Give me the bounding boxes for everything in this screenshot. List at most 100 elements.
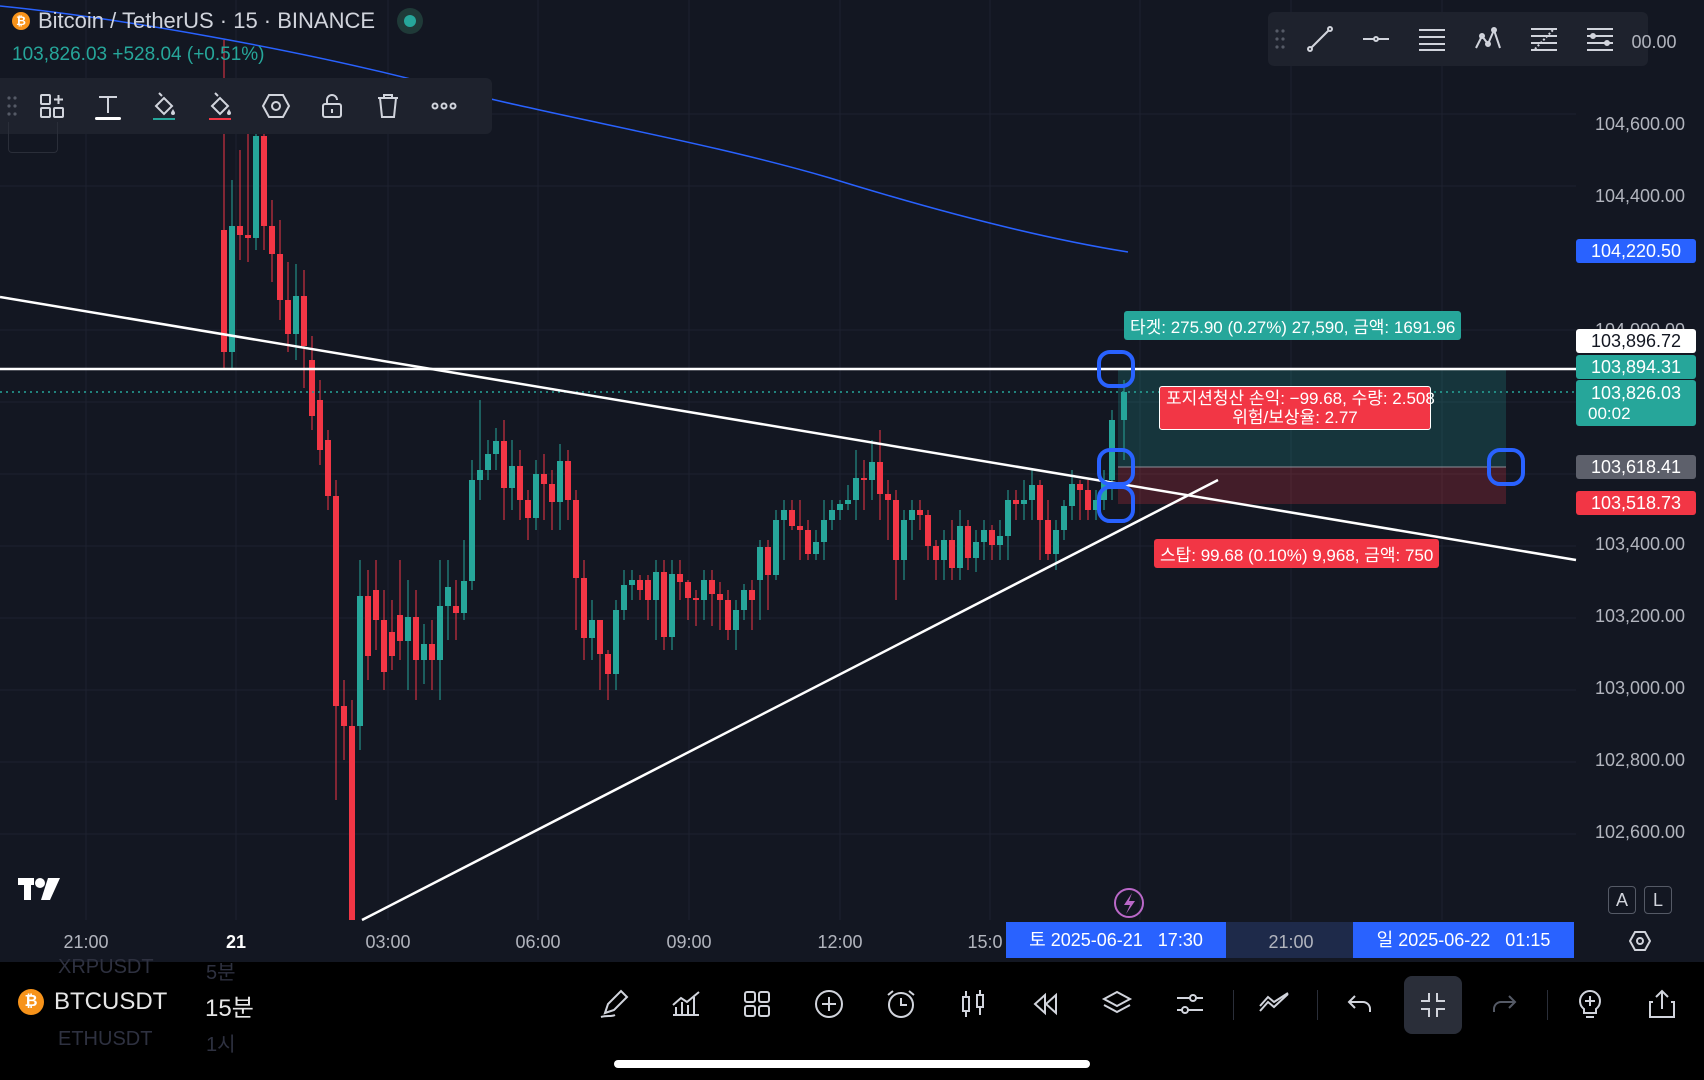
candle-body [461, 581, 467, 613]
candle-body [733, 610, 739, 630]
candle-body [253, 136, 259, 238]
symbol-title[interactable]: ₿ Bitcoin / TetherUS · 15 · BINANCE [12, 8, 424, 34]
candle-body [1045, 520, 1051, 554]
layout-button[interactable] [729, 976, 785, 1032]
risk-reward-label: 위험/보상율: 2.77 [1232, 408, 1358, 427]
candle-body [573, 500, 579, 578]
redo-button[interactable] [1476, 976, 1532, 1032]
share-button[interactable] [1634, 976, 1690, 1032]
symbol-selector[interactable]: ₿ BTCUSDT [18, 988, 167, 1016]
fib-tool[interactable] [1516, 11, 1572, 67]
candle-body [741, 590, 747, 610]
parallel-channel-tool[interactable] [1404, 11, 1460, 67]
grid-icon [744, 991, 770, 1017]
more-button[interactable] [416, 78, 472, 134]
horizontal-ray-tool[interactable] [1348, 11, 1404, 67]
candle-body [765, 547, 771, 575]
symbol-name: BTCUSDT [54, 988, 168, 1015]
candle-body [581, 578, 587, 638]
candle-body [245, 235, 251, 238]
sliders-icon [1177, 994, 1203, 1014]
candle-body [1085, 490, 1091, 510]
candle-body [1069, 484, 1075, 506]
drag-handle-icon[interactable] [1268, 28, 1292, 50]
position-handle-right[interactable] [1487, 448, 1525, 486]
fill-color-button[interactable] [136, 78, 192, 134]
candle-body [389, 632, 395, 656]
candle-body [789, 510, 795, 526]
position-handle-stop[interactable] [1097, 485, 1135, 523]
drag-handle-icon[interactable] [0, 95, 24, 117]
alert-button[interactable] [873, 976, 929, 1032]
pattern-tool[interactable] [1460, 11, 1516, 67]
settings-button[interactable] [248, 78, 304, 134]
line-color-button[interactable] [192, 78, 248, 134]
chart-settings-icon[interactable] [1628, 930, 1652, 957]
auto-scale-button[interactable]: A [1608, 886, 1636, 914]
candle-body [405, 617, 411, 641]
replay-button[interactable] [1017, 976, 1073, 1032]
unlock-icon [322, 94, 342, 118]
target-price-tag: 103,894.31 [1576, 355, 1696, 379]
chart-canvas[interactable] [0, 0, 1704, 962]
template-button[interactable] [24, 78, 80, 134]
candle-body [885, 494, 891, 500]
idea-button[interactable] [1562, 976, 1618, 1032]
current-price-tag: 103,826.03 00:02 [1576, 380, 1696, 426]
candle-body [453, 606, 459, 613]
candle-body [309, 360, 315, 416]
fullscreen-button[interactable] [1404, 976, 1462, 1034]
objects-button[interactable] [1089, 976, 1145, 1032]
compare-button[interactable] [1246, 976, 1302, 1032]
candle-body [1077, 484, 1083, 490]
interval-selector[interactable]: 15분 [205, 995, 254, 1022]
delete-button[interactable] [360, 78, 416, 134]
trend-line-tool[interactable] [1292, 11, 1348, 67]
time-selection-start[interactable]: 토 2025-06-21 17:30 [1006, 922, 1226, 958]
moving-average-line [0, 5, 1129, 253]
undo-button[interactable] [1332, 976, 1388, 1032]
candle-body [605, 654, 611, 674]
toolbar-divider [1233, 990, 1234, 1020]
candle-body [717, 594, 723, 600]
time-selection-end[interactable]: 일 2025-06-22 01:15 [1353, 922, 1574, 958]
candle-body [445, 587, 451, 606]
lock-button[interactable] [304, 78, 360, 134]
alarm-clock-icon [887, 990, 915, 1018]
draw-button[interactable] [586, 976, 642, 1032]
market-status-icon [397, 8, 424, 34]
candle-body [485, 454, 491, 470]
text-button[interactable] [80, 78, 136, 134]
position-handle-target[interactable] [1097, 350, 1135, 388]
candle-body [533, 474, 539, 518]
chart-type-button[interactable] [945, 976, 1001, 1032]
entry-price-tag: 103,618.41 [1576, 455, 1696, 479]
channel-icon [1419, 29, 1445, 51]
candle-body [981, 530, 987, 542]
candle-body [613, 610, 619, 674]
position-handle-entry[interactable] [1097, 448, 1135, 486]
candle-body [893, 500, 899, 560]
undo-icon [1347, 995, 1371, 1012]
close-drawing-icon[interactable] [8, 122, 58, 153]
stop-price-tag: 103,518.73 [1576, 491, 1696, 515]
candle-body [277, 254, 283, 300]
indicators-button[interactable] [658, 976, 714, 1032]
rewind-icon [1033, 992, 1057, 1016]
settings-sliders-button[interactable] [1162, 976, 1218, 1032]
candle-body [429, 644, 435, 660]
candle-body [845, 500, 851, 504]
candle-body [549, 484, 555, 502]
price-axis-label-partial: 00.00 [1631, 32, 1677, 52]
ghost-symbol-bottom: ETHUSDT [58, 1028, 153, 1050]
candle-body [653, 572, 659, 600]
position-close-info: 포지션청산 손익: −99.68, 수량: 2.508 위험/보상율: 2.77 [1159, 386, 1435, 430]
candle-body [861, 478, 867, 480]
trash-icon [378, 94, 398, 118]
candle-body [749, 590, 755, 600]
drawing-toolbar [0, 78, 492, 134]
log-scale-button[interactable]: L [1644, 886, 1672, 914]
plus-circle-icon [815, 990, 843, 1018]
fib-extension-tool[interactable] [1572, 11, 1628, 67]
add-button[interactable] [801, 976, 857, 1032]
